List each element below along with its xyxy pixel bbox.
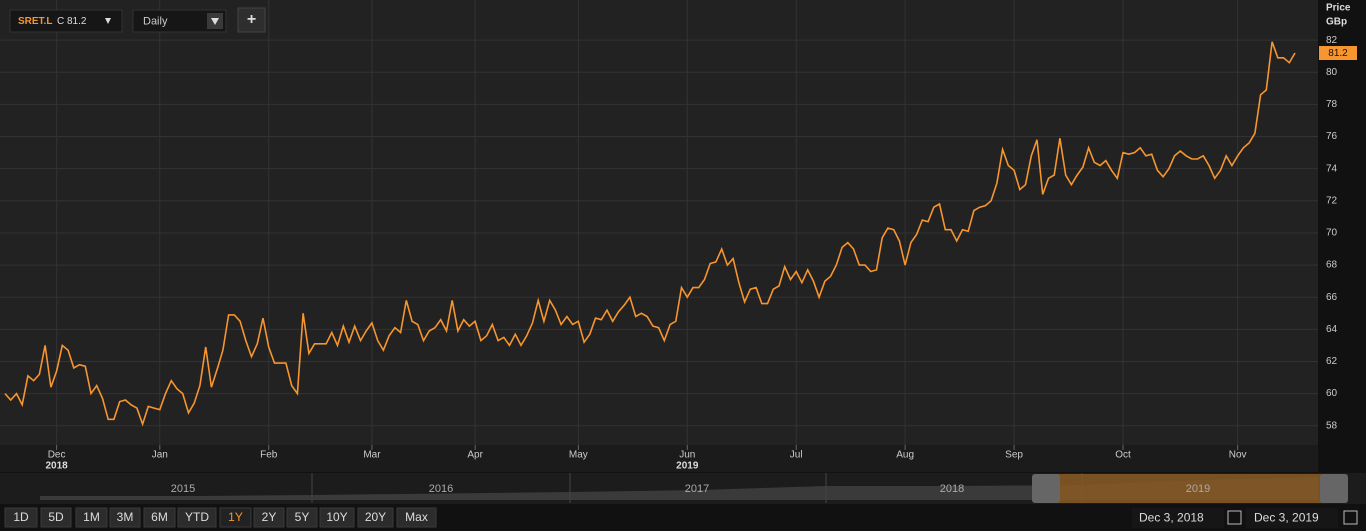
x-year-label: 2019 <box>676 461 699 472</box>
y-tick-label: 66 <box>1326 292 1338 303</box>
range-label: 1D <box>13 510 29 524</box>
range-label: 1M <box>83 510 100 524</box>
navigator-year: 2018 <box>940 483 964 495</box>
y-axis-unit: GBp <box>1326 17 1347 28</box>
add-button[interactable] <box>237 7 266 33</box>
range-label: 6M <box>151 510 168 524</box>
navigator-year: 2017 <box>685 483 709 495</box>
dropdown-arrow <box>211 18 219 25</box>
y-tick-label: 58 <box>1326 420 1338 431</box>
range-button[interactable] <box>396 507 437 528</box>
range-label: 5Y <box>295 510 310 524</box>
range-button[interactable] <box>143 507 176 528</box>
y-tick-label: 72 <box>1326 195 1338 206</box>
range-button[interactable] <box>286 507 318 528</box>
range-label: Max <box>405 510 428 524</box>
navigator-handle[interactable] <box>1320 474 1348 503</box>
range-label: 20Y <box>365 510 386 524</box>
range-label: 10Y <box>326 510 347 524</box>
x-tick-label: Dec <box>48 450 66 461</box>
y-tick-label: 70 <box>1326 228 1338 239</box>
navigator-selection[interactable] <box>1046 474 1334 503</box>
navigator-area <box>40 477 1318 500</box>
x-year-label: 2018 <box>45 461 68 472</box>
navigator-year: 2015 <box>171 483 195 495</box>
x-axis-band <box>0 445 1318 472</box>
calendar-icon[interactable] <box>1343 510 1358 525</box>
interval-box[interactable] <box>132 9 227 33</box>
start-date: Dec 3, 2018 <box>1139 511 1204 525</box>
range-label: 3M <box>117 510 134 524</box>
last-price-badge <box>1319 46 1357 61</box>
symbol-box[interactable] <box>9 9 123 33</box>
x-tick-label: Jun <box>679 450 695 461</box>
x-tick-label: Jul <box>790 450 803 461</box>
x-tick-label: Apr <box>467 450 483 461</box>
x-tick-label: Jan <box>152 450 168 461</box>
range-button[interactable] <box>40 507 72 528</box>
calendar-icon[interactable] <box>1227 510 1242 525</box>
close-price: C 81.2 <box>57 16 87 27</box>
last-price-label: 81.2 <box>1328 48 1348 59</box>
navigator-years: 2015 2016 2017 2018 2019 <box>171 483 1210 495</box>
range-label: 5D <box>48 510 64 524</box>
interval: Daily <box>143 15 168 27</box>
x-tick-label: Nov <box>1229 450 1247 461</box>
plot-area <box>0 0 1318 445</box>
range-button[interactable] <box>177 507 217 528</box>
range-label: 2Y <box>262 510 277 524</box>
x-tick-label: Oct <box>1115 450 1131 461</box>
x-tick-label: Feb <box>260 450 278 461</box>
range-button[interactable] <box>319 507 355 528</box>
x-tick-label: Aug <box>896 450 914 461</box>
navigator-year: 2019 <box>1186 483 1210 495</box>
range-label: 1Y <box>228 510 243 524</box>
y-tick-label: 76 <box>1326 131 1338 142</box>
x-tick-label: Mar <box>363 450 381 461</box>
date-box[interactable] <box>1246 508 1338 528</box>
add-icon: + <box>247 11 256 28</box>
date-box[interactable] <box>1132 508 1224 528</box>
range-button[interactable] <box>253 507 285 528</box>
range-label: YTD <box>185 510 209 524</box>
y-tick-label: 82 <box>1326 35 1338 46</box>
grid <box>0 0 1318 445</box>
x-tick-label: May <box>569 450 588 461</box>
range-button[interactable] <box>75 507 108 528</box>
y-axis-title: Price <box>1326 3 1351 14</box>
range-button[interactable] <box>109 507 141 528</box>
range-button[interactable] <box>357 507 394 528</box>
y-tick-label: 80 <box>1326 67 1338 78</box>
dropdown-arrow <box>105 18 111 24</box>
x-tick-label: Sep <box>1005 450 1023 461</box>
marks <box>4 41 1296 427</box>
range-button[interactable] <box>4 507 38 528</box>
navigator-handle[interactable] <box>1032 474 1060 503</box>
end-date: Dec 3, 2019 <box>1254 511 1319 525</box>
y-tick-label: 78 <box>1326 99 1338 110</box>
y-tick-label: 64 <box>1326 324 1338 335</box>
range-buttons: 1D 5D 1M 3M 6M YTD 1Y 2Y 5Y 10Y 20Y Max <box>4 507 437 528</box>
symbol: SRET.L <box>18 16 52 27</box>
y-tick-label: 74 <box>1326 163 1338 174</box>
y-tick-label: 68 <box>1326 260 1338 271</box>
y-tick-label: 60 <box>1326 388 1338 399</box>
navigator-year: 2016 <box>429 483 453 495</box>
y-tick-label: 62 <box>1326 356 1338 367</box>
price-line <box>4 41 1296 427</box>
range-button[interactable] <box>219 507 252 528</box>
